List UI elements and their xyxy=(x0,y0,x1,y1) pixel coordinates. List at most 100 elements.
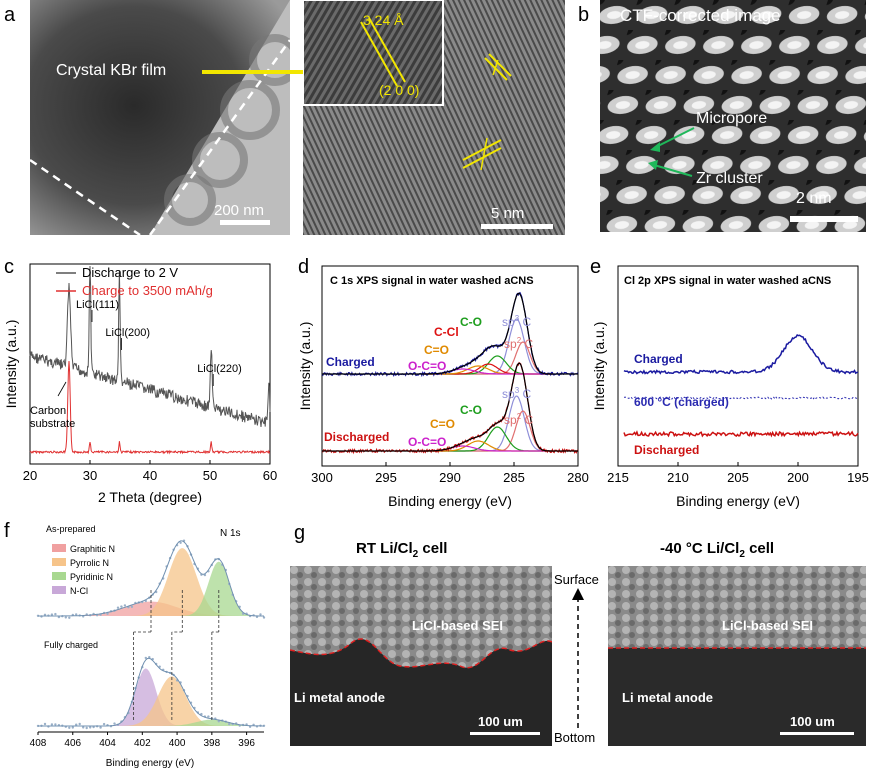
sei-label-low-temp: LiCl-based SEI xyxy=(722,618,814,633)
legend-label-f-1: Pyrrolic N xyxy=(70,558,109,568)
n1s-label: N 1s xyxy=(220,528,241,539)
data-point-as-prepared xyxy=(179,541,182,544)
x-tick-label-f-4: 400 xyxy=(169,738,186,749)
legend-label-f-3: N-Cl xyxy=(70,586,88,596)
panel-letter-d: d xyxy=(298,256,310,278)
component-as-prepared-0 xyxy=(38,601,264,616)
data-point-fully-charged xyxy=(78,722,81,726)
data-point-fully-charged xyxy=(148,656,151,659)
x-tick-label-d-2: 290 xyxy=(439,470,461,485)
lattice-spacing-label: 3.24 Å xyxy=(363,12,404,28)
rt-cell-title: RT Li/Cl2 cell xyxy=(356,540,448,560)
xrd-y-axis-label: Intensity (a.u.) xyxy=(3,320,19,409)
n1s-x-axis-label: Binding energy (eV) xyxy=(106,758,194,769)
x-tick-label-f-5: 398 xyxy=(204,738,221,749)
legend-label-f-0: Graphitic N xyxy=(70,544,115,554)
data-point-fully-charged xyxy=(113,722,116,725)
x-tick-label-e-3: 200 xyxy=(787,470,809,485)
cl2p-x-axis-label: Binding energy (eV) xyxy=(676,493,800,509)
x-tick-label-d-0: 300 xyxy=(311,470,333,485)
c1s-y-axis-label: Intensity (a.u.) xyxy=(297,322,313,411)
data-point-fully-charged xyxy=(99,726,102,729)
carbon-substrate-label-2: substrate xyxy=(30,418,75,430)
xrd-x-axis-label: 2 Theta (degree) xyxy=(98,489,202,505)
legend-swatch-f-0 xyxy=(52,544,66,552)
data-point-as-prepared xyxy=(116,606,120,609)
cl2p-xps-chart: Cl 2p XPS signal in water washed aCNS 21… xyxy=(591,265,869,509)
peak-label-2: LiCl(220) xyxy=(197,363,242,375)
x-tick-label-c-1: 30 xyxy=(83,468,97,483)
sp2-label-bottom: sp2 C xyxy=(504,412,533,427)
x-tick-label-f-0: 408 xyxy=(30,738,47,749)
x-tick-label-f-1: 406 xyxy=(64,738,81,749)
scale-bar-label-b: 2 nm xyxy=(796,190,832,207)
panel-letter-c: c xyxy=(4,256,14,278)
legend-label-discharge: Discharge to 2 V xyxy=(82,265,178,280)
x-tick-label-d-1: 295 xyxy=(375,470,397,485)
as-prepared-label: As-prepared xyxy=(46,524,96,534)
c1s-x-axis-label: Binding energy (eV) xyxy=(388,493,512,509)
xrd-chart: 20 30 40 50 60 Discharge to 2 V Charge to 35… xyxy=(3,263,277,505)
tem-image-left: Crystal KBr film 200 nm xyxy=(30,0,290,235)
sp2-label-top: sp2 C xyxy=(504,336,533,351)
sp3-label-bottom: sp3 C xyxy=(502,386,531,401)
sem-image-rt: LiCl-based SEI Li metal anode 100 um xyxy=(290,566,552,746)
panel-letter-e: e xyxy=(590,256,602,278)
ococ-label-top: O-C=O xyxy=(408,359,446,373)
data-point-fully-charged xyxy=(68,726,71,729)
scale-bar-label-a-left: 200 nm xyxy=(214,202,265,219)
scale-bar-label-g-right: 100 um xyxy=(790,714,835,729)
cl2p-y-axis-label: Intensity (a.u.) xyxy=(591,322,607,411)
data-point-fully-charged xyxy=(71,726,75,729)
component-as-prepared-2 xyxy=(38,561,264,616)
legend-swatch-f-2 xyxy=(52,572,66,580)
x-tick-label-f-3: 402 xyxy=(134,738,151,749)
ccl-label: C-Cl xyxy=(434,325,459,339)
x-tick-label-f-6: 396 xyxy=(238,738,255,749)
data-point-fully-charged xyxy=(75,723,78,726)
bottom-label: Bottom xyxy=(554,730,596,745)
series-charge-line xyxy=(29,360,271,455)
n1s-xps-chart: 408 406 404 402 400 398 396 As-prepared N 1s F… xyxy=(30,524,266,769)
fully-charged-label: Fully charged xyxy=(44,640,98,650)
component-fully-charged-1 xyxy=(38,676,264,726)
data-point-as-prepared xyxy=(259,613,262,616)
x-tick-label-c-2: 40 xyxy=(143,468,157,483)
data-point-fully-charged xyxy=(85,726,88,730)
cl2p-title: Cl 2p XPS signal in water washed aCNS xyxy=(624,275,831,287)
data-point-as-prepared xyxy=(57,615,61,619)
scale-bar-label-a-right: 5 nm xyxy=(491,205,525,222)
heated-label-e: 600 °C (charged) xyxy=(634,395,729,409)
x-tick-label-e-0: 215 xyxy=(607,470,629,485)
data-point-as-prepared xyxy=(50,613,54,616)
component-fully-charged-0 xyxy=(38,668,264,726)
x-tick-label-e-1: 210 xyxy=(667,470,689,485)
coo-label-bottom: C=O xyxy=(430,417,455,431)
ctf-title: CTF-corrected image xyxy=(620,6,781,25)
c1s-xps-chart: C 1s XPS signal in water washed aCNS 300… xyxy=(297,265,589,509)
legend-swatch-f-3 xyxy=(52,586,66,594)
discharged-label-d: Discharged xyxy=(324,430,389,444)
data-point-fully-charged xyxy=(50,723,54,726)
panel-letter-f: f xyxy=(4,520,10,542)
data-point-fully-charged xyxy=(82,726,85,729)
x-tick-label-d-3: 285 xyxy=(503,470,525,485)
data-point-as-prepared xyxy=(54,612,57,616)
data-point-fully-charged xyxy=(54,723,57,726)
kbr-film-label: Crystal KBr film xyxy=(56,62,167,79)
sp3-label-top: sp3 C xyxy=(502,314,531,329)
x-tick-label-e-2: 205 xyxy=(727,470,749,485)
x-tick-label-c-3: 50 xyxy=(203,468,217,483)
x-tick-label-e-4: 195 xyxy=(847,470,869,485)
legend-label-f-2: Pyridinic N xyxy=(70,572,113,582)
peak-label-0: LiCl(111) xyxy=(76,299,119,311)
zr-cluster-label: Zr cluster xyxy=(696,170,763,187)
legend-swatch-f-1 xyxy=(52,558,66,566)
co-label-bottom: C-O xyxy=(460,403,482,417)
tem-image-right: 3.24 Å (2 0 0) 5 nm xyxy=(303,0,565,235)
panel-letter-g: g xyxy=(294,522,306,544)
depth-arrow xyxy=(572,588,584,728)
scale-bar-label-g-left: 100 um xyxy=(478,714,523,729)
data-point-as-prepared xyxy=(203,573,207,577)
series-discharge-line xyxy=(29,265,271,428)
